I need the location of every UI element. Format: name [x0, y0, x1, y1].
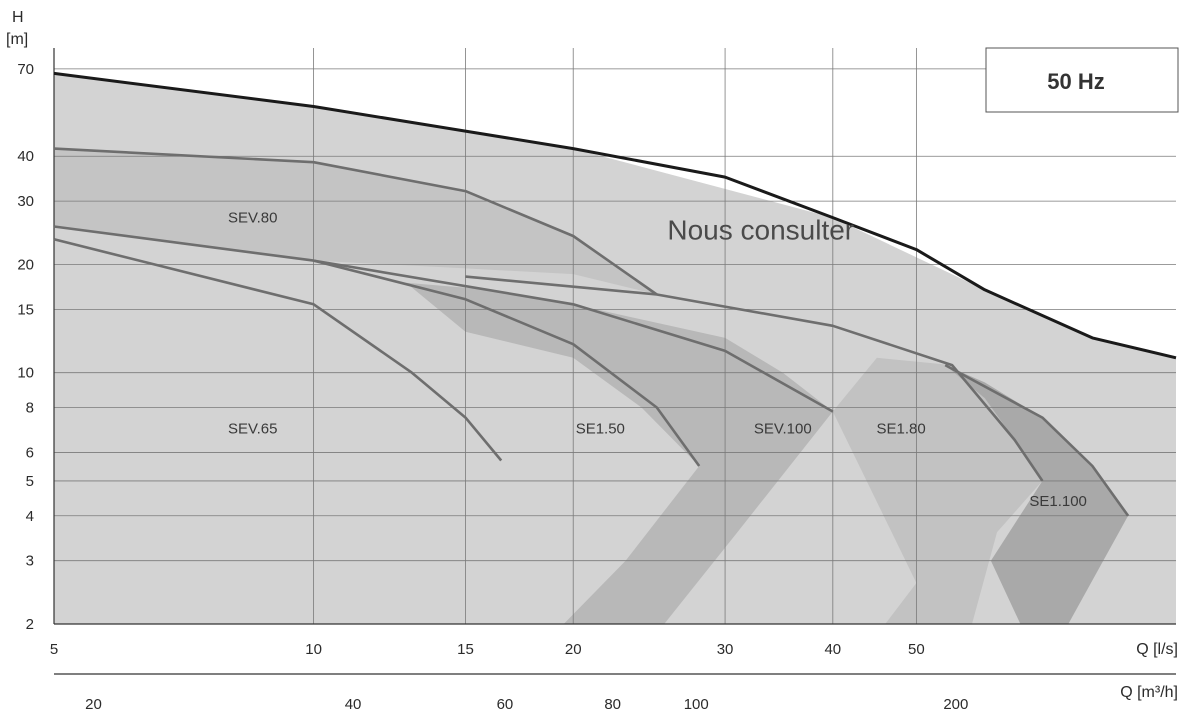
label-sev-65: SEV.65: [228, 420, 278, 437]
frequency-badge-text: 50 Hz: [1047, 69, 1104, 94]
label-nous-consulter: Nous consulter: [667, 215, 854, 246]
label-sev-80: SEV.80: [228, 210, 278, 227]
x-tick-label-20: 20: [565, 641, 582, 658]
y-axis-unit: [m]: [6, 31, 28, 48]
y-tick-label-4: 4: [26, 508, 34, 525]
curve-se1-80: [465, 275, 1044, 482]
region-sev-100: [406, 282, 833, 624]
curve-envelope: [53, 71, 1177, 360]
curve-sev-65: [53, 238, 503, 462]
curve-se1-50: [313, 259, 701, 467]
x-tick-label-5: 5: [50, 641, 58, 658]
x-tick-label-30: 30: [717, 641, 734, 658]
x2-tick-label-200: 200: [943, 696, 968, 713]
x-tick-label-50: 50: [908, 641, 925, 658]
x2-tick-label-40: 40: [345, 696, 362, 713]
label-sev-100: SEV.100: [754, 420, 812, 437]
curves-layer: [53, 71, 1177, 517]
labels-layer: SEV.80 Nous consulter SEV.65 SE1.50 SEV.100 S…: [228, 210, 1087, 510]
y-tick-label-3: 3: [26, 553, 34, 570]
x2-tick-label-60: 60: [497, 696, 514, 713]
curve-sev-100: [53, 225, 834, 413]
y-tick-label-10: 10: [17, 365, 34, 382]
y-tick-label-15: 15: [17, 301, 34, 318]
regions-layer: [54, 73, 1176, 624]
x2-tick-label-80: 80: [604, 696, 621, 713]
frequency-badge-box: [985, 47, 1179, 113]
curve-se1-100: [944, 363, 1130, 517]
ticks-layer: 2 3 4 5 6 8 10 15 20 30 40 70 5 10 15 20 30 40 50 20 40 60 80 1…: [17, 61, 968, 713]
x-tick-label-15: 15: [457, 641, 474, 658]
region-se1-80: [832, 357, 1043, 624]
x-axis-secondary-label: Q [m³/h]: [1120, 684, 1178, 701]
x2-tick-label-100: 100: [684, 696, 709, 713]
y-tick-label-20: 20: [17, 256, 34, 273]
y-tick-label-30: 30: [17, 193, 34, 210]
y-tick-label-8: 8: [26, 400, 34, 417]
region-se1-100: [945, 365, 1129, 624]
y-tick-label-6: 6: [26, 444, 34, 461]
label-se1-100: SE1.100: [1029, 493, 1087, 510]
frequency-badge: 50 Hz: [985, 47, 1179, 113]
region-sev-80: [54, 148, 657, 295]
label-se1-80: SE1.80: [876, 420, 925, 437]
x2-tick-label-20: 20: [85, 696, 102, 713]
y-tick-label-40: 40: [17, 148, 34, 165]
curve-sev-80: [53, 147, 658, 296]
x-tick-label-40: 40: [824, 641, 841, 658]
x-axis-label: Q [l/s]: [1136, 641, 1178, 658]
y-tick-label-5: 5: [26, 473, 34, 490]
y-tick-label-2: 2: [26, 616, 34, 633]
y-axis-label: H: [12, 9, 24, 26]
x-tick-label-10: 10: [305, 641, 322, 658]
label-se1-50: SE1.50: [576, 420, 625, 437]
y-tick-label-70: 70: [17, 61, 34, 78]
